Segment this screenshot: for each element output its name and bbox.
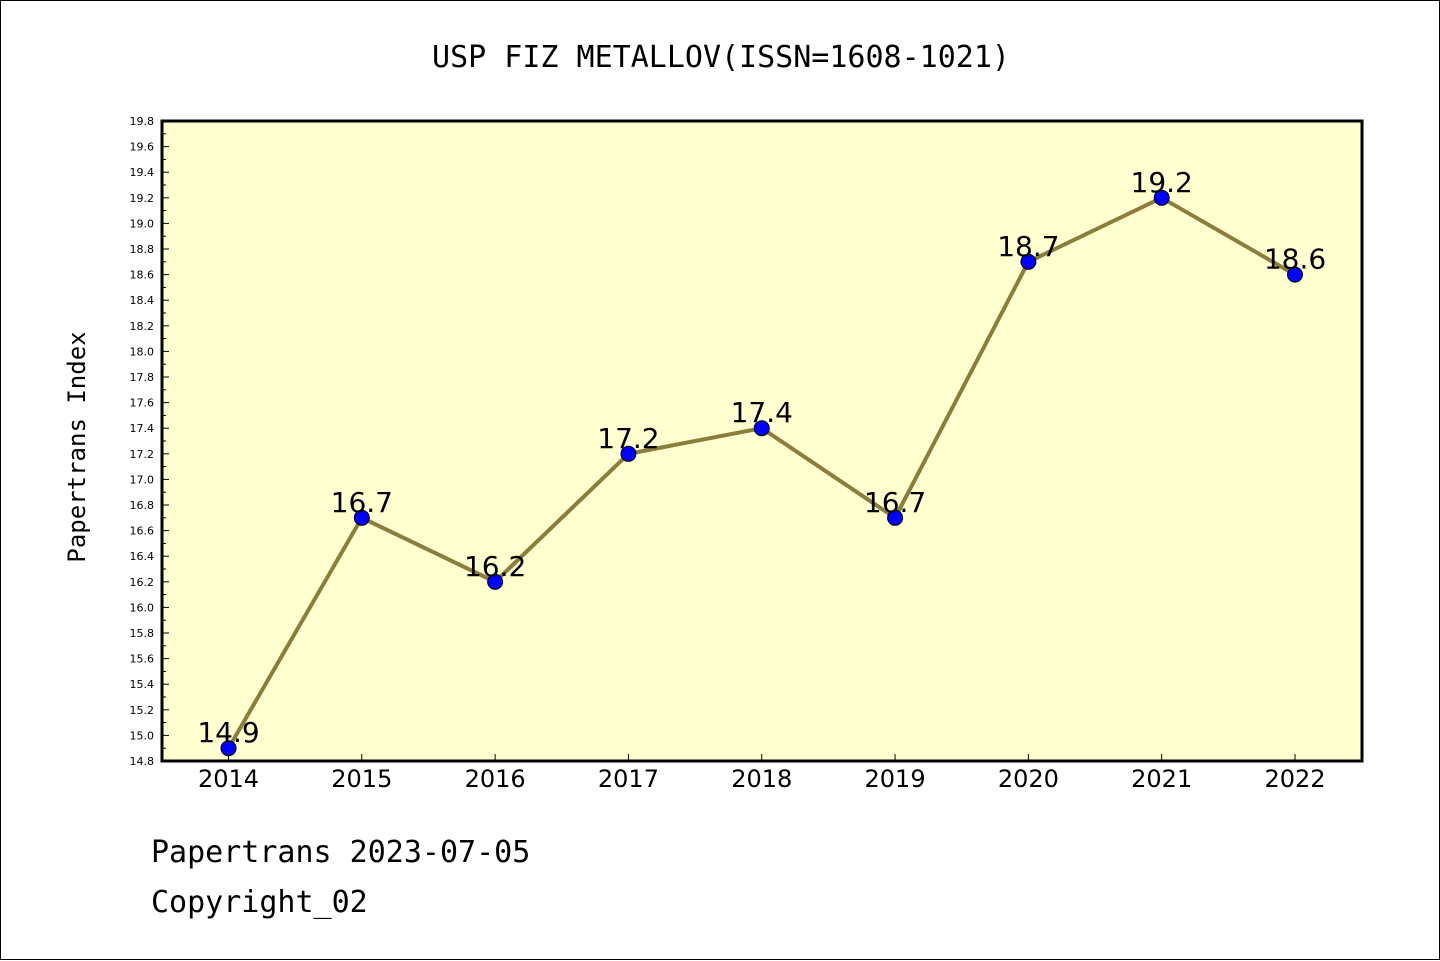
x-tick-label: 2021 [1131,765,1192,793]
x-tick-label: 2016 [465,765,526,793]
data-point [1287,266,1303,283]
y-tick-label: 18.6 [130,269,155,282]
y-tick-label: 17.0 [130,473,155,486]
x-tick-label: 2019 [865,765,926,793]
x-tick-label: 2014 [198,765,259,793]
x-tick-label: 2020 [998,765,1059,793]
y-tick-label: 19.0 [130,217,155,230]
y-tick-label: 15.4 [130,678,155,691]
footer-copyright: Copyright_02 [151,885,368,920]
y-tick-label: 17.4 [130,422,155,435]
y-tick-label: 16.6 [130,525,155,538]
data-point [220,740,237,757]
data-point [887,509,904,526]
data-label: 17.4 [731,396,793,429]
y-tick-label: 17.2 [130,448,155,461]
data-point [353,509,370,526]
y-tick-label: 17.6 [130,397,155,410]
y-axis-label: Papertrans Index [63,331,91,562]
x-axis: 2014 2015 2016 2017 2018 2019 2020 2021 2022 [198,754,1326,793]
y-tick-label: 16.8 [130,499,155,512]
y-tick-label: 17.8 [130,371,155,384]
data-label: 16.2 [464,550,526,583]
y-tick-label: 18.0 [130,345,155,358]
chart-title: USP FIZ METALLOV(ISSN=1608-1021) [432,40,1010,75]
y-tick-label: 15.2 [130,704,155,717]
y-tick-label: 18.8 [130,243,155,256]
y-tick-label: 16.4 [130,550,155,563]
y-tick-label: 14.8 [130,755,155,768]
x-tick-label: 2022 [1264,765,1325,793]
data-point [620,445,637,462]
data-label: 19.2 [1131,166,1193,199]
x-tick-label: 2018 [731,765,792,793]
data-point [1020,253,1037,270]
y-tick-label: 15.8 [130,627,155,640]
data-point [753,420,770,437]
y-tick-label: 16.0 [130,601,155,614]
y-tick-label: 19.2 [130,192,155,205]
x-tick-label: 2017 [598,765,659,793]
data-labels: 14.9 16.7 16.2 17.2 17.4 16.7 18.7 19.2 18.6 [197,166,1326,749]
data-label: 16.7 [331,486,393,519]
data-point [487,573,504,590]
data-point [1153,189,1170,206]
y-tick-label: 15.0 [130,729,155,742]
data-label: 18.7 [997,230,1059,263]
data-label: 14.9 [197,716,259,749]
x-tick-label: 2015 [331,765,392,793]
data-label: 16.7 [864,486,926,519]
data-label: 17.2 [597,422,659,455]
y-tick-label: 19.8 [130,115,155,128]
y-axis: 14.8 15.0 15.2 15.4 15.6 15.8 16.0 16.2 16.4 16.6… [130,115,169,768]
y-tick-label: 15.6 [130,653,155,666]
y-tick-label: 19.4 [130,166,155,179]
plot-area [160,119,1364,763]
footer-date: Papertrans 2023-07-05 [151,835,531,870]
data-label: 18.6 [1264,243,1326,276]
y-tick-label: 19.6 [130,141,155,154]
y-tick-label: 16.2 [130,576,155,589]
y-tick-label: 18.4 [130,294,155,307]
y-tick-label: 18.2 [130,320,155,333]
series-line-group [220,189,1303,757]
